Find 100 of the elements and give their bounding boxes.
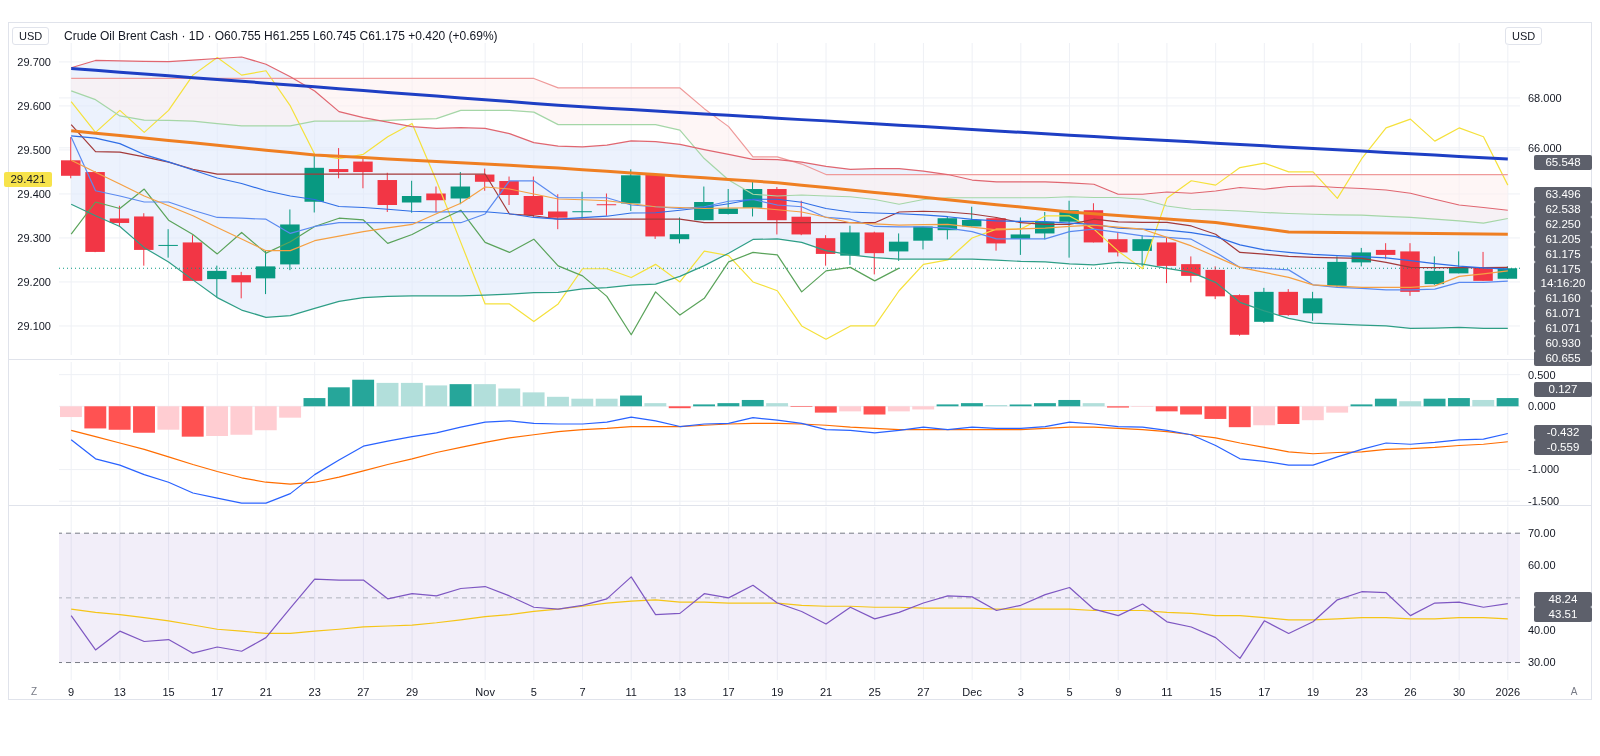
candlestick <box>1108 231 1128 257</box>
bar <box>498 388 521 407</box>
bar <box>1082 403 1105 407</box>
y-axis-title: USD <box>1505 27 1543 45</box>
y2-tick-label: 29.400 <box>17 187 51 200</box>
x-tick-label: Dec <box>962 685 983 698</box>
x-tick-label: 26 <box>1404 685 1417 698</box>
bar <box>1496 398 1519 407</box>
candlestick <box>815 234 836 267</box>
x-tick-label: 2026 <box>1495 685 1521 698</box>
text: 65.548 <box>1534 155 1592 169</box>
x-tick-label: 29 <box>405 685 419 698</box>
bar <box>1034 403 1056 407</box>
bar <box>839 406 862 412</box>
x-tick-label: 13 <box>673 685 687 698</box>
line-series <box>70 599 1509 635</box>
bar <box>157 406 180 430</box>
y-tick-label: 30.00 <box>1528 656 1556 669</box>
x-tick-label: 17 <box>722 685 735 698</box>
bar <box>1155 406 1178 412</box>
line-series <box>70 77 1509 176</box>
candlestick <box>669 216 690 244</box>
bar <box>279 406 302 418</box>
text: 61.205 <box>1534 232 1592 246</box>
bar <box>522 392 545 407</box>
bar <box>1277 406 1300 425</box>
text: 61.175 14:16:20 <box>1534 262 1592 290</box>
bar <box>425 385 448 407</box>
candlestick <box>1132 234 1152 267</box>
x-tick-label: 23 <box>308 685 321 698</box>
text: -0.432 <box>1534 425 1592 439</box>
x-tick-label: 19 <box>771 685 784 698</box>
bar <box>230 406 253 435</box>
text: 61.071 <box>1534 321 1592 335</box>
bar <box>1447 398 1470 407</box>
line-series <box>70 422 1509 485</box>
x-tick-label: 9 <box>68 685 75 698</box>
candlestick <box>328 147 349 179</box>
y-tick-label: 0.000 <box>1528 400 1556 413</box>
text: 62.250 <box>1534 217 1592 231</box>
candlestick <box>109 205 130 228</box>
bar <box>60 406 82 418</box>
y2-tick-label: 29.300 <box>17 231 51 244</box>
bar <box>620 395 642 407</box>
bar <box>84 406 107 429</box>
line-series <box>69 66 1510 161</box>
text: Z <box>29 686 39 697</box>
y2-tick-label: 29.700 <box>17 55 51 68</box>
bar <box>303 398 326 407</box>
x-tick-label: 13 <box>113 685 126 698</box>
line-series <box>70 188 900 336</box>
bar <box>400 382 423 407</box>
candlestick <box>353 158 373 189</box>
candlestick <box>61 136 81 179</box>
bar <box>912 406 935 410</box>
candlestick <box>1302 291 1323 322</box>
y-tick-label: 70.00 <box>1528 527 1556 540</box>
y-tick-label: 60.00 <box>1528 559 1556 572</box>
bar <box>1253 406 1276 426</box>
text: A <box>1569 686 1579 697</box>
candlestick <box>158 228 178 259</box>
y2-tick-label: 29.200 <box>17 275 51 288</box>
x-tick-label: 17 <box>211 685 224 698</box>
x-tick-label: 15 <box>1209 685 1222 698</box>
bar <box>133 406 155 433</box>
candlestick <box>548 193 568 230</box>
bar <box>887 406 910 412</box>
y-tick-label: 68.000 <box>1528 91 1562 104</box>
x-tick-label: 21 <box>819 685 833 698</box>
y-tick-label: 0.500 <box>1528 368 1556 381</box>
bar <box>254 406 277 431</box>
bar <box>717 403 740 407</box>
bar <box>206 406 229 437</box>
line-series <box>70 203 1509 329</box>
text: 61.175 <box>1534 247 1592 261</box>
x-tick-label: 11 <box>625 685 637 698</box>
x-tick-label: 9 <box>1115 685 1122 698</box>
y2-tick-label: 29.100 <box>17 319 51 332</box>
bar <box>181 406 204 437</box>
bar <box>766 403 789 407</box>
y2-axis-title: USD <box>12 27 50 45</box>
text: -0.559 <box>1534 440 1592 454</box>
bar <box>1228 406 1251 428</box>
bar <box>741 399 764 407</box>
bar <box>960 403 983 407</box>
x-tick-label: 23 <box>1355 685 1368 698</box>
bar <box>571 398 594 407</box>
bar <box>1204 406 1227 419</box>
x-tick-label: 3 <box>1017 685 1024 698</box>
bar <box>814 406 837 413</box>
x-tick-label: 17 <box>1258 685 1271 698</box>
candlestick <box>888 232 909 262</box>
bar <box>1423 398 1446 407</box>
candlestick <box>523 176 544 218</box>
x-tick-label: 27 <box>917 685 930 698</box>
x-tick-label: 5 <box>530 685 537 698</box>
bar <box>595 398 618 407</box>
bar <box>376 382 399 407</box>
line-series <box>70 576 1509 659</box>
bar <box>1180 406 1203 415</box>
